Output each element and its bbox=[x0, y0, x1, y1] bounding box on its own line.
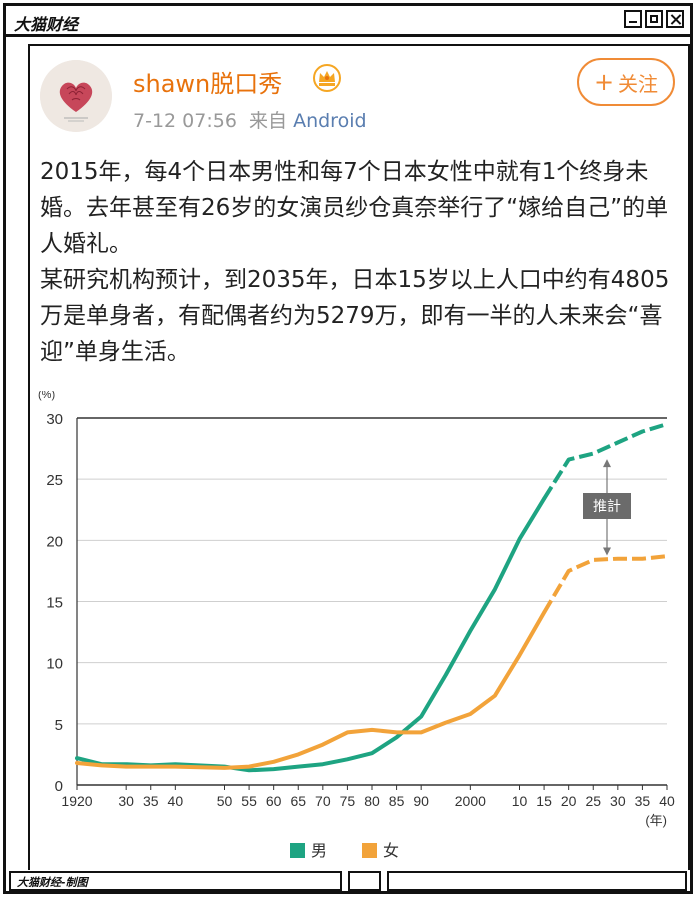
annotation-arrowhead bbox=[603, 459, 611, 468]
post-source[interactable]: Android bbox=[293, 110, 367, 132]
x-tick-label: 70 bbox=[315, 793, 331, 809]
fingerprint-heart-icon bbox=[40, 60, 112, 132]
minimize-icon[interactable] bbox=[624, 10, 642, 28]
x-tick-label: 50 bbox=[217, 793, 233, 809]
y-tick-label: 10 bbox=[46, 656, 63, 673]
y-tick-label: 30 bbox=[46, 411, 63, 428]
legend-swatch-男 bbox=[290, 843, 305, 858]
x-tick-label: 85 bbox=[389, 793, 405, 809]
x-tick-label: 1920 bbox=[61, 793, 92, 809]
x-tick-label: 80 bbox=[364, 793, 380, 809]
x-tick-label: 40 bbox=[659, 793, 675, 809]
series-projection-女 bbox=[542, 554, 668, 614]
footer-credit: 大猫财经-制图 bbox=[17, 876, 88, 889]
post-text: 2015年，每4个日本男性和每7个日本女性中就有1个终身未婚。去年甚至有26岁的… bbox=[40, 154, 685, 370]
crown-icon[interactable] bbox=[313, 64, 341, 92]
post-paragraph: 某研究机构预计，到2035年，日本15岁以上人口中约有4805万是单身者，有配偶… bbox=[40, 267, 670, 365]
status-segment bbox=[348, 871, 381, 891]
y-axis-unit: (%) bbox=[38, 391, 55, 401]
y-tick-label: 20 bbox=[46, 533, 63, 550]
x-tick-label: 10 bbox=[512, 793, 528, 809]
x-tick-label: 65 bbox=[290, 793, 306, 809]
y-tick-label: 25 bbox=[46, 472, 63, 489]
status-segment bbox=[387, 871, 687, 891]
x-tick-label: 40 bbox=[168, 793, 184, 809]
x-tick-label: 20 bbox=[561, 793, 577, 809]
legend-label-男: 男 bbox=[311, 841, 327, 860]
window-frame: 大猫财经 shawn脱口秀 7-12 07:56 来自 Android bbox=[3, 3, 693, 894]
unmarried-rate-line-chart: 0 5 10 15 20 25 30 (%) 1920 30 35 40 50 55 60 65 70 75 80 8… bbox=[38, 391, 675, 860]
x-tick-label: 75 bbox=[340, 793, 356, 809]
annotation-box bbox=[583, 493, 631, 519]
series-projection-男 bbox=[542, 422, 668, 500]
x-tick-label: 60 bbox=[266, 793, 282, 809]
annotation-label: 推計 bbox=[593, 499, 621, 515]
x-tick-label: 90 bbox=[413, 793, 429, 809]
x-tick-label: 35 bbox=[635, 793, 651, 809]
series-line-男 bbox=[75, 496, 547, 773]
legend-label-女: 女 bbox=[383, 841, 399, 860]
legend-swatch-女 bbox=[362, 843, 377, 858]
x-tick-label: 2000 bbox=[455, 793, 486, 809]
window-controls bbox=[624, 10, 684, 28]
series-line-女 bbox=[75, 610, 547, 770]
post-paragraph: 2015年，每4个日本男性和每7个日本女性中就有1个终身未婚。去年甚至有26岁的… bbox=[40, 159, 669, 257]
x-tick-label: 55 bbox=[241, 793, 257, 809]
maximize-icon[interactable] bbox=[645, 10, 663, 28]
weibo-post-card: shawn脱口秀 7-12 07:56 来自 Android + 关注 2015… bbox=[28, 44, 690, 870]
follow-label: 关注 bbox=[618, 71, 659, 96]
post-source-prefix: 来自 bbox=[249, 110, 288, 132]
username[interactable]: shawn脱口秀 bbox=[133, 70, 283, 98]
close-icon[interactable] bbox=[666, 10, 684, 28]
x-tick-label: 35 bbox=[143, 793, 159, 809]
follow-button[interactable]: + 关注 bbox=[577, 58, 675, 106]
status-segment: 大猫财经-制图 bbox=[9, 871, 342, 891]
x-tick-label: 30 bbox=[610, 793, 626, 809]
x-tick-label: 25 bbox=[585, 793, 601, 809]
y-tick-label: 0 bbox=[55, 778, 63, 795]
x-tick-label: 15 bbox=[536, 793, 552, 809]
x-tick-label: 30 bbox=[118, 793, 134, 809]
window-title: 大猫财经 bbox=[14, 15, 79, 34]
annotation-arrowhead bbox=[603, 547, 611, 556]
status-bar: 大猫财经-制图 bbox=[6, 871, 690, 891]
y-tick-label: 5 bbox=[55, 717, 63, 734]
post-timestamp: 7-12 07:56 bbox=[133, 110, 237, 132]
window-titlebar: 大猫财经 bbox=[6, 6, 690, 37]
plus-icon: + bbox=[593, 68, 615, 96]
x-axis-unit: (年) bbox=[645, 813, 667, 828]
avatar[interactable] bbox=[40, 60, 112, 132]
post-meta: 7-12 07:56 来自 Android bbox=[133, 106, 367, 133]
y-tick-label: 15 bbox=[46, 595, 63, 612]
